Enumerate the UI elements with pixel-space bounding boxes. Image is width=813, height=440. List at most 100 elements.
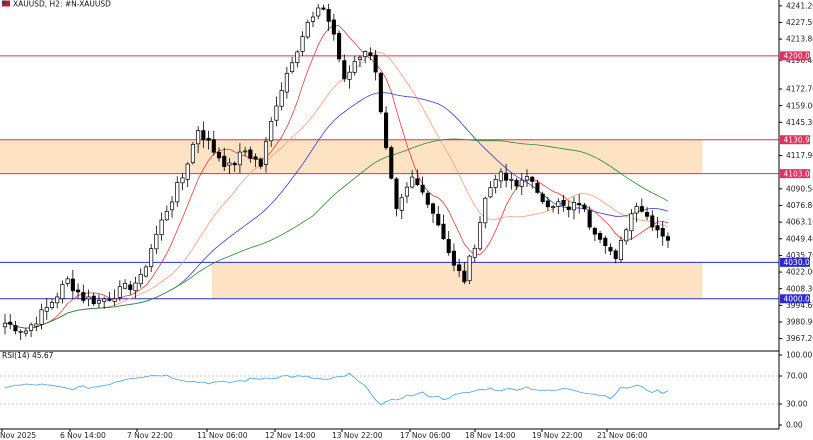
candle xyxy=(23,327,28,337)
candle-body xyxy=(582,204,587,210)
zone-0 xyxy=(0,139,703,174)
candle xyxy=(587,206,592,230)
rsi-series xyxy=(4,372,669,406)
candle-body xyxy=(639,206,644,212)
candle-body xyxy=(410,176,415,188)
candle xyxy=(39,303,44,330)
candle xyxy=(488,181,493,199)
price-tick-label: 4241.20 xyxy=(786,1,813,10)
candle xyxy=(164,205,169,222)
rsi-tick-label: 100.00 xyxy=(786,351,812,360)
rsi-tick-label: 30.00 xyxy=(786,400,808,409)
candle xyxy=(76,283,81,300)
candle-body xyxy=(441,223,446,240)
candle xyxy=(655,216,660,239)
candle xyxy=(196,126,201,154)
flag-canton xyxy=(2,0,6,4)
candle xyxy=(457,258,462,278)
candle-body xyxy=(81,292,86,301)
candle xyxy=(154,226,159,254)
candle xyxy=(128,280,133,295)
candle xyxy=(102,296,107,310)
candle xyxy=(524,169,530,187)
candle-body xyxy=(545,200,550,208)
candle-body xyxy=(159,219,164,236)
candle-body xyxy=(149,248,154,267)
candle-body xyxy=(55,296,60,304)
candle-body xyxy=(472,247,477,258)
candle xyxy=(451,243,456,272)
time-tick-label: 13 Nov 22:00 xyxy=(332,431,383,440)
candle-body xyxy=(561,199,566,206)
candle xyxy=(305,19,310,39)
candle xyxy=(159,212,164,241)
candle-body xyxy=(556,201,561,207)
candle-body xyxy=(123,282,128,289)
candle-body xyxy=(347,71,352,80)
candle xyxy=(65,276,70,287)
candle-body xyxy=(169,201,175,211)
candle-body xyxy=(243,150,248,153)
candle-body xyxy=(164,210,169,221)
candle xyxy=(70,269,75,299)
candle-body xyxy=(524,176,530,181)
candle-body xyxy=(190,144,195,163)
level-tag-label: 4030.00 xyxy=(784,258,813,267)
candle xyxy=(556,198,561,215)
price-tick-label: 4090.50 xyxy=(786,184,813,193)
candle xyxy=(509,173,514,190)
candle-body xyxy=(222,155,227,167)
candle xyxy=(551,204,556,213)
candle-body xyxy=(2,322,8,328)
candle-body xyxy=(488,187,493,198)
candle-body xyxy=(13,325,18,332)
rsi-title: RSI(14) 45.67 xyxy=(2,351,54,360)
candle-body xyxy=(232,162,237,166)
candle-body xyxy=(389,147,394,179)
candle xyxy=(347,65,352,89)
candle-body xyxy=(618,240,624,260)
time-tick-label: 19 Nov 22:00 xyxy=(532,431,583,440)
candle-body xyxy=(65,278,70,284)
candle xyxy=(477,216,483,251)
candle xyxy=(112,289,117,307)
candle-body xyxy=(269,121,274,142)
candle-body xyxy=(138,274,143,285)
candle-body xyxy=(551,206,556,208)
candle xyxy=(149,244,154,273)
candle xyxy=(253,153,258,168)
price-tick-label: 4008.30 xyxy=(786,284,813,293)
candle-body xyxy=(227,162,232,166)
candle xyxy=(243,146,248,157)
candle-body xyxy=(321,7,326,10)
candle-body xyxy=(154,233,159,250)
candle-body xyxy=(253,156,258,160)
candle xyxy=(49,298,55,310)
candle-body xyxy=(629,213,634,232)
candle xyxy=(211,130,216,156)
candle-body xyxy=(446,239,451,253)
candle-body xyxy=(258,158,263,167)
candle-body xyxy=(519,179,524,187)
price-tick-label: 4227.50 xyxy=(786,18,813,27)
candle-body xyxy=(436,213,441,226)
candle xyxy=(316,4,321,20)
candle-body xyxy=(608,247,613,252)
candle xyxy=(237,143,242,174)
candle xyxy=(300,31,305,56)
candle xyxy=(446,231,451,256)
candle-body xyxy=(566,206,571,210)
candle xyxy=(603,235,608,254)
candle-body xyxy=(274,105,279,121)
candle xyxy=(389,145,394,180)
candle xyxy=(143,264,148,278)
candle-body xyxy=(451,250,456,266)
level-tag-label: 4103.03 xyxy=(784,169,813,178)
candle xyxy=(561,194,566,212)
rsi-line xyxy=(4,372,669,406)
candle xyxy=(436,205,441,227)
candle-body xyxy=(357,56,363,60)
rsi-tick-label: 70.00 xyxy=(786,372,808,381)
candle-body xyxy=(128,284,133,290)
